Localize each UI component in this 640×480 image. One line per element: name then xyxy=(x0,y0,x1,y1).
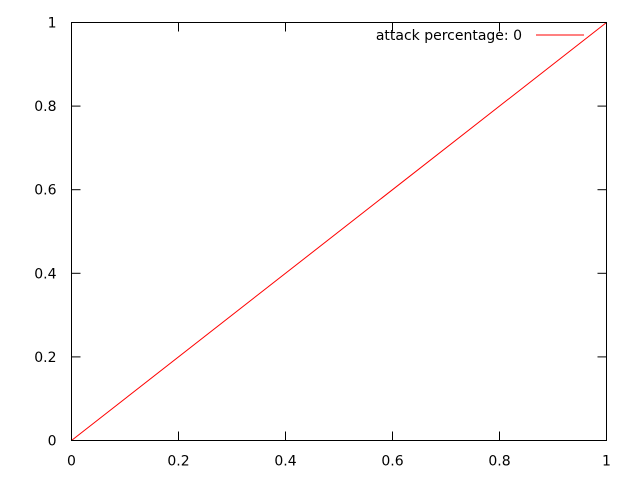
y-tick-label: 0.2 xyxy=(34,350,56,366)
axis-ticks: 0 0.2 0.4 0.6 0.8 1 0 0.2 0.4 0.6 0.8 1 xyxy=(34,16,611,470)
series-layer xyxy=(71,22,607,441)
x-tick-label: 1 xyxy=(602,454,611,470)
legend: attack percentage: 0 xyxy=(376,28,584,44)
y-tick-label: 1 xyxy=(48,16,57,32)
y-tick-label: 0.4 xyxy=(34,266,56,282)
x-tick-label: 0.6 xyxy=(381,454,403,470)
series-line xyxy=(71,22,607,441)
x-tick-label: 0.8 xyxy=(488,454,510,470)
y-tick-label: 0.8 xyxy=(34,99,56,115)
x-tick-label: 0.2 xyxy=(167,454,189,470)
legend-label: attack percentage: 0 xyxy=(376,28,522,44)
x-tick-label: 0 xyxy=(67,454,76,470)
plot-frame xyxy=(71,22,607,441)
y-tick-label: 0.6 xyxy=(34,183,56,199)
y-tick-label: 0 xyxy=(48,434,57,450)
x-tick-label: 0.4 xyxy=(274,454,296,470)
